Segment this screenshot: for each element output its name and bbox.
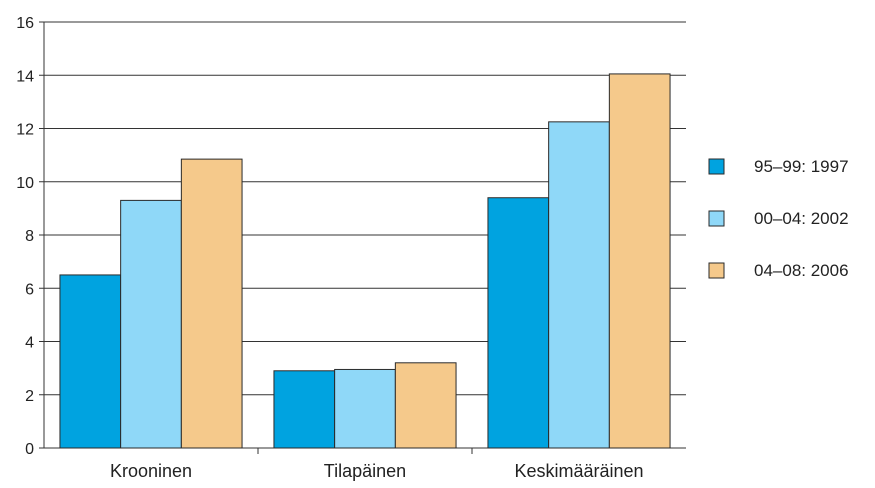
legend-label: 00–04: 2002 — [754, 209, 849, 228]
legend-swatch — [708, 262, 725, 279]
y-tick-label: 12 — [16, 122, 34, 139]
x-tick-label: Keskimääräinen — [514, 461, 643, 481]
y-tick-label: 0 — [25, 441, 34, 458]
x-tick-label: Tilapäinen — [324, 461, 406, 481]
x-axis-ticks: Krooninen Tilapäinen Keskimääräinen — [110, 448, 644, 481]
bar — [120, 199, 182, 449]
y-tick-label: 4 — [25, 335, 34, 352]
bar — [548, 121, 610, 449]
y-axis-ticks: 0 2 4 6 8 10 12 14 16 — [16, 15, 45, 458]
bar — [334, 368, 396, 449]
y-tick-label: 16 — [16, 15, 34, 32]
y-tick-label: 6 — [25, 281, 34, 298]
bar — [394, 362, 457, 449]
legend-swatch — [708, 210, 725, 227]
bar — [608, 73, 671, 449]
bar — [273, 370, 336, 449]
legend: 95–99: 1997 00–04: 2002 04–08: 2006 — [708, 157, 849, 280]
y-tick-label: 10 — [16, 175, 34, 192]
y-tick-label: 8 — [25, 228, 34, 245]
bar — [180, 158, 243, 449]
x-tick-label: Krooninen — [110, 461, 192, 481]
bar — [487, 197, 550, 449]
legend-label: 95–99: 1997 — [754, 157, 849, 176]
legend-label: 04–08: 2006 — [754, 261, 849, 280]
legend-swatch — [708, 158, 725, 175]
y-tick-label: 14 — [16, 68, 34, 85]
bars — [59, 73, 671, 449]
y-tick-label: 2 — [25, 388, 34, 405]
bar — [59, 274, 122, 449]
